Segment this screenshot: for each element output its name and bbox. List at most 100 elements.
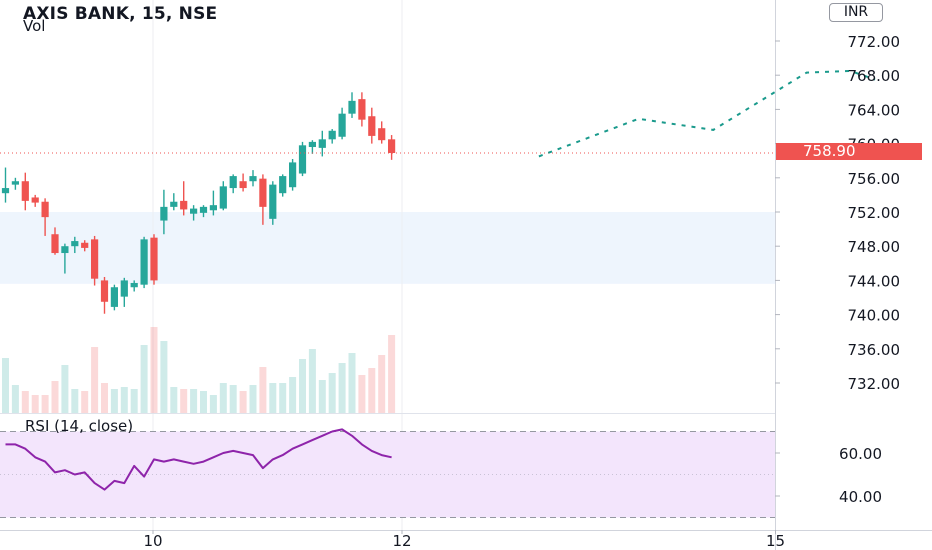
volume-bar xyxy=(81,391,89,413)
volume-bar xyxy=(239,391,247,413)
rsi-line xyxy=(5,428,392,491)
volume-bar xyxy=(150,327,158,413)
symbol-title: AXIS BANK, 15, NSE xyxy=(23,4,218,24)
price-tick-label: 756.00 xyxy=(848,170,901,188)
volume-bar xyxy=(358,375,366,413)
rsi-tick-label: 60.00 xyxy=(839,445,882,463)
volume-bar xyxy=(368,368,376,413)
candle-body xyxy=(11,181,19,185)
volume-bar xyxy=(249,385,257,413)
candle-body xyxy=(388,139,396,154)
volume-bar xyxy=(140,345,148,413)
volume-bar xyxy=(318,380,326,413)
volume-bar xyxy=(190,389,198,413)
volume-bar xyxy=(219,383,227,413)
volume-bar xyxy=(299,359,306,413)
volume-bar xyxy=(101,383,108,413)
candle-body xyxy=(298,145,307,174)
volume-bar xyxy=(378,355,386,413)
candle-body xyxy=(328,130,336,140)
volume-bar xyxy=(269,383,277,413)
candle-body xyxy=(21,181,29,201)
volume-bar xyxy=(2,358,9,413)
volume-layer xyxy=(2,327,396,413)
candle-body xyxy=(249,176,257,182)
volume-bar xyxy=(328,373,336,413)
last-price-tag: 758.90 xyxy=(776,143,922,160)
price-tick-label: 752.00 xyxy=(848,204,901,222)
rsi-layer xyxy=(0,428,775,518)
candle-body xyxy=(71,241,79,247)
volume-bar xyxy=(180,389,188,413)
candle-body xyxy=(368,116,376,136)
candle-body xyxy=(140,239,148,285)
candle-body xyxy=(199,206,208,213)
candle-body xyxy=(219,186,227,209)
candle-body xyxy=(358,99,366,120)
volume-bar xyxy=(338,363,346,413)
candle-body xyxy=(190,208,198,214)
volume-bar xyxy=(41,395,49,413)
candle-layer xyxy=(0,92,775,314)
volume-label: Vol xyxy=(23,17,46,35)
volume-bar xyxy=(209,395,217,413)
currency-button[interactable]: INR xyxy=(829,3,883,22)
candle-body xyxy=(180,200,188,210)
candle-body xyxy=(279,176,287,194)
rsi-label: RSI (14, close) xyxy=(25,417,134,435)
rsi-tick-label: 40.00 xyxy=(839,488,882,506)
candle-body xyxy=(61,246,69,254)
price-tick-label: 732.00 xyxy=(848,375,901,393)
volume-bar xyxy=(279,383,287,413)
candle-body xyxy=(318,139,326,148)
volume-bar xyxy=(289,377,297,413)
candle-body xyxy=(338,113,346,137)
volume-bar xyxy=(130,389,138,413)
volume-bar xyxy=(259,367,267,413)
candle-body xyxy=(100,280,109,302)
candle-body xyxy=(91,239,99,279)
volume-bar xyxy=(229,385,237,413)
candle-body xyxy=(81,242,89,248)
volume-bar xyxy=(51,381,59,413)
candle-body xyxy=(209,205,217,211)
volume-bar xyxy=(31,395,39,413)
volume-bar xyxy=(308,349,316,413)
candle-body xyxy=(120,280,128,297)
candle-body xyxy=(110,287,118,307)
volume-bar xyxy=(11,385,19,413)
volume-bar xyxy=(200,391,207,413)
candle-body xyxy=(239,181,247,189)
candle-body xyxy=(41,201,49,218)
price-tick-label: 768.00 xyxy=(848,67,901,85)
volume-bar xyxy=(61,365,69,413)
volume-bar xyxy=(110,389,118,413)
candle-body xyxy=(130,282,138,288)
volume-bar xyxy=(348,353,356,413)
candle-body xyxy=(150,237,158,281)
price-tick-label: 764.00 xyxy=(848,101,901,119)
price-tick-label: 740.00 xyxy=(848,307,901,325)
candle-body xyxy=(229,176,237,189)
candle-body xyxy=(289,162,297,188)
price-tick-label: 736.00 xyxy=(848,341,901,359)
candle-body xyxy=(31,197,39,203)
candle-body xyxy=(378,128,386,141)
candle-body xyxy=(160,206,168,221)
candle-body xyxy=(1,188,10,194)
candle-body xyxy=(51,234,59,254)
candle-body xyxy=(170,201,178,207)
price-tick-label: 744.00 xyxy=(848,272,901,290)
price-tick-label: 772.00 xyxy=(848,33,901,51)
volume-bar xyxy=(160,341,168,413)
volume-bar xyxy=(71,389,79,413)
time-tick-label: 10 xyxy=(143,532,162,550)
volume-bar xyxy=(91,347,99,413)
volume-bar xyxy=(388,335,396,413)
time-tick-label: 12 xyxy=(392,532,411,550)
candle-body xyxy=(308,141,316,148)
candle-body xyxy=(348,100,356,114)
price-tick-label: 748.00 xyxy=(848,238,901,256)
candle-body xyxy=(259,178,267,207)
